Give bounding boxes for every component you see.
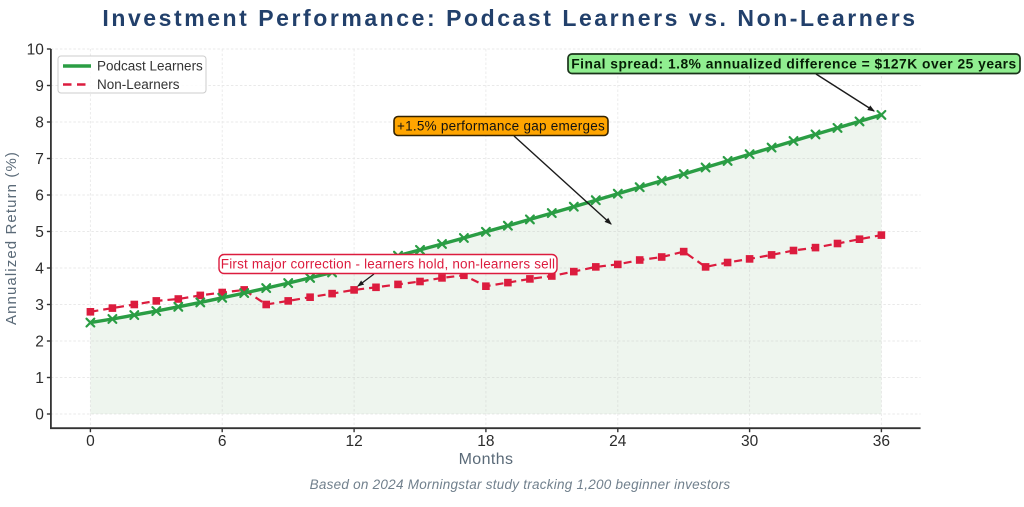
svg-text:36: 36	[873, 433, 890, 450]
svg-text:Investment Performance: Podcas: Investment Performance: Podcast Learners…	[102, 5, 917, 31]
svg-text:30: 30	[741, 433, 759, 450]
svg-text:12: 12	[345, 433, 362, 450]
svg-text:5: 5	[35, 224, 44, 241]
svg-text:1: 1	[35, 370, 44, 387]
svg-text:Based on 2024 Morningstar stud: Based on 2024 Morningstar study tracking…	[310, 477, 731, 492]
svg-text:Non-Learners: Non-Learners	[97, 77, 180, 92]
svg-text:2: 2	[35, 334, 44, 351]
svg-text:3: 3	[35, 297, 44, 314]
svg-text:6: 6	[218, 433, 227, 450]
svg-text:4: 4	[35, 261, 44, 278]
svg-text:6: 6	[35, 188, 44, 205]
svg-text:0: 0	[35, 407, 44, 424]
svg-text:Months: Months	[459, 451, 514, 468]
svg-text:Podcast Learners: Podcast Learners	[97, 59, 203, 74]
svg-text:18: 18	[477, 433, 494, 450]
svg-text:Annualized Return (%): Annualized Return (%)	[3, 151, 20, 325]
svg-text:+1.5% performance gap emerges: +1.5% performance gap emerges	[397, 119, 605, 134]
svg-text:First major correction - learn: First major correction - learners hold, …	[221, 257, 555, 272]
svg-text:0: 0	[86, 433, 95, 450]
svg-text:24: 24	[609, 433, 627, 450]
svg-text:7: 7	[35, 151, 44, 168]
svg-text:Final spread: 1.8% annualized: Final spread: 1.8% annualized difference…	[571, 57, 1016, 72]
svg-text:10: 10	[27, 42, 45, 59]
svg-text:9: 9	[35, 78, 44, 95]
svg-text:8: 8	[35, 115, 44, 132]
